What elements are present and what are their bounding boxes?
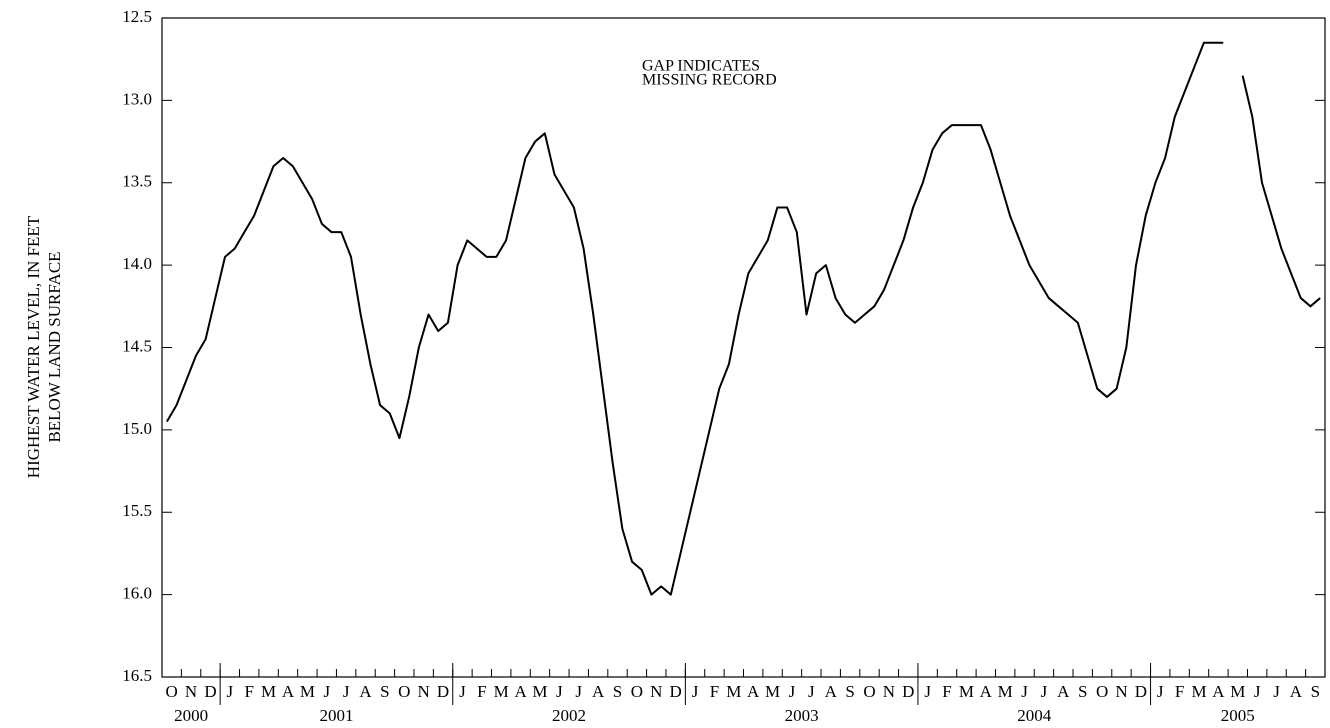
y-tick-label: 15.0 xyxy=(122,419,152,438)
annotation: GAP INDICATES xyxy=(642,58,760,75)
y-tick-label: 14.0 xyxy=(122,254,152,273)
x-tick-label: J xyxy=(692,682,699,701)
x-tick-label: J xyxy=(1041,682,1048,701)
x-tick-label: J xyxy=(924,682,931,701)
y-tick-label: 15.5 xyxy=(122,501,152,520)
x-tick-label: M xyxy=(532,682,547,701)
x-tick-label: N xyxy=(650,682,662,701)
x-tick-label: M xyxy=(765,682,780,701)
x-tick-label: M xyxy=(726,682,741,701)
x-tick-label: S xyxy=(613,682,622,701)
x-tick-label: D xyxy=(1135,682,1147,701)
x-tick-label: A xyxy=(980,682,993,701)
x-tick-label: M xyxy=(300,682,315,701)
x-tick-label: S xyxy=(845,682,854,701)
x-tick-label: D xyxy=(670,682,682,701)
x-tick-label: J xyxy=(1273,682,1280,701)
x-tick-label: J xyxy=(1157,682,1164,701)
x-tick-label: O xyxy=(863,682,875,701)
x-tick-label: D xyxy=(902,682,914,701)
x-tick-label: A xyxy=(1212,682,1225,701)
x-tick-label: D xyxy=(437,682,449,701)
x-tick-label: O xyxy=(166,682,178,701)
y-tick-label: 12.5 xyxy=(122,7,152,26)
year-label: 2005 xyxy=(1221,706,1255,725)
x-tick-label: S xyxy=(380,682,389,701)
x-tick-label: J xyxy=(323,682,330,701)
x-tick-label: M xyxy=(494,682,509,701)
x-tick-label: J xyxy=(1254,682,1261,701)
x-tick-label: N xyxy=(1115,682,1127,701)
x-tick-label: J xyxy=(227,682,234,701)
year-label: 2003 xyxy=(785,706,819,725)
x-tick-label: M xyxy=(998,682,1013,701)
x-tick-label: F xyxy=(1175,682,1184,701)
x-tick-label: A xyxy=(592,682,605,701)
year-label: 2000 xyxy=(174,706,208,725)
x-tick-label: J xyxy=(556,682,563,701)
x-tick-label: O xyxy=(631,682,643,701)
x-tick-label: N xyxy=(185,682,197,701)
y-tick-label: 13.0 xyxy=(122,89,152,108)
water-level-line xyxy=(165,41,1321,596)
x-tick-label: A xyxy=(514,682,527,701)
year-label: 2001 xyxy=(319,706,353,725)
x-tick-label: J xyxy=(575,682,582,701)
x-tick-label: A xyxy=(825,682,838,701)
x-tick-label: J xyxy=(789,682,796,701)
x-tick-label: F xyxy=(710,682,719,701)
annotation: MISSING RECORD xyxy=(642,72,777,89)
x-tick-label: J xyxy=(343,682,350,701)
x-tick-label: J xyxy=(459,682,466,701)
x-tick-label: A xyxy=(1057,682,1070,701)
x-tick-label: A xyxy=(282,682,295,701)
x-tick-label: O xyxy=(1096,682,1108,701)
x-tick-label: O xyxy=(398,682,410,701)
x-tick-label: N xyxy=(418,682,430,701)
x-tick-label: F xyxy=(244,682,253,701)
x-tick-label: M xyxy=(1230,682,1245,701)
x-tick-label: J xyxy=(1021,682,1028,701)
x-tick-label: A xyxy=(359,682,372,701)
x-tick-label: A xyxy=(1290,682,1303,701)
y-tick-label: 14.5 xyxy=(122,336,152,355)
x-tick-label: M xyxy=(959,682,974,701)
plot-frame xyxy=(161,17,1326,678)
year-label: 2002 xyxy=(552,706,586,725)
x-tick-label: F xyxy=(477,682,486,701)
x-tick-label: M xyxy=(1191,682,1206,701)
y-tick-label: 13.5 xyxy=(122,172,152,191)
x-tick-label: J xyxy=(808,682,815,701)
x-tick-label: N xyxy=(883,682,895,701)
x-tick-label: S xyxy=(1311,682,1320,701)
y-tick-label: 16.5 xyxy=(122,666,152,685)
x-tick-label: M xyxy=(261,682,276,701)
y-axis-label: BELOW LAND SURFACE xyxy=(45,251,64,442)
x-tick-label: D xyxy=(204,682,216,701)
x-tick-label: A xyxy=(747,682,760,701)
x-tick-label: F xyxy=(942,682,951,701)
year-label: 2004 xyxy=(1017,706,1052,725)
y-axis-label: HIGHEST WATER LEVEL, IN FEET xyxy=(24,215,43,478)
x-tick-label: S xyxy=(1078,682,1087,701)
y-tick-label: 16.0 xyxy=(122,584,152,603)
